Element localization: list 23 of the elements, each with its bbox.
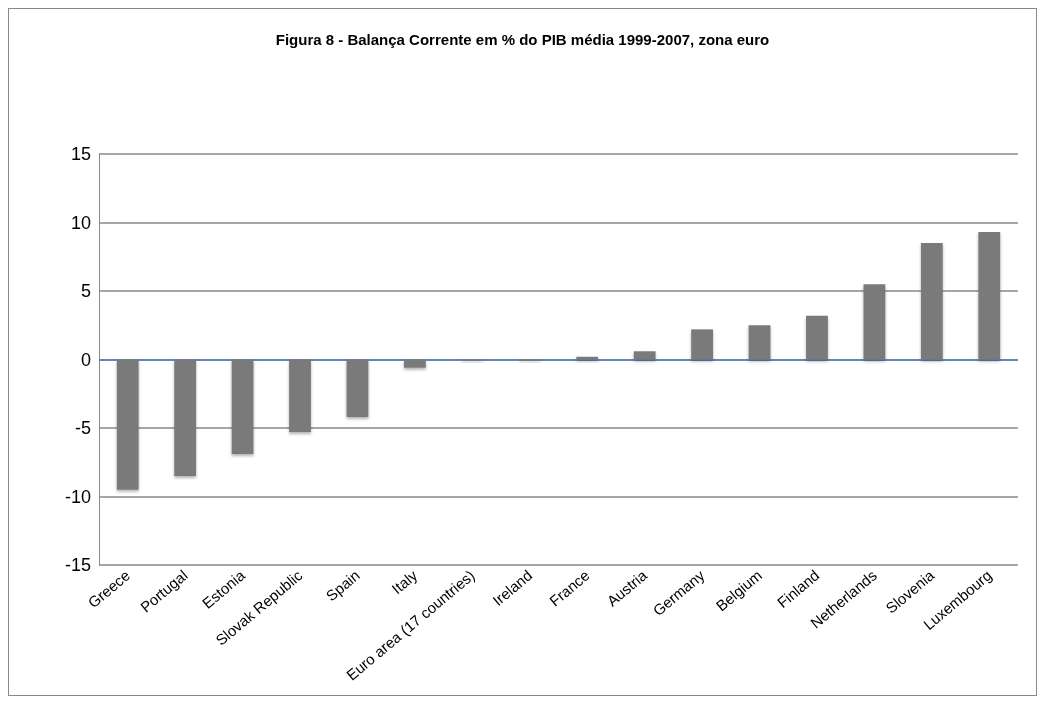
y-tick-label: 0 — [80, 349, 91, 370]
bar — [691, 329, 714, 360]
y-tick-label: 5 — [80, 281, 91, 301]
bar — [289, 359, 311, 433]
bar — [346, 359, 369, 418]
bar — [863, 284, 886, 360]
bar — [403, 359, 426, 368]
y-tick-label: 10 — [70, 212, 91, 233]
bar — [633, 351, 656, 360]
x-tick-label: Italy — [388, 566, 421, 598]
bar — [978, 232, 1001, 360]
bar — [748, 325, 771, 360]
bar — [174, 359, 197, 476]
y-tick-label: -5 — [74, 418, 91, 438]
bar — [920, 243, 943, 360]
bar — [231, 359, 254, 455]
y-tick-label: -15 — [64, 555, 91, 575]
bar — [576, 356, 599, 360]
bar — [806, 315, 828, 360]
chart-title: Figura 8 - Balança Corrente em % do PIB média 1999-2007, zona euro — [275, 31, 770, 48]
bar — [116, 359, 139, 490]
y-tick-label: 15 — [70, 144, 91, 164]
y-tick-label: -10 — [64, 486, 91, 507]
